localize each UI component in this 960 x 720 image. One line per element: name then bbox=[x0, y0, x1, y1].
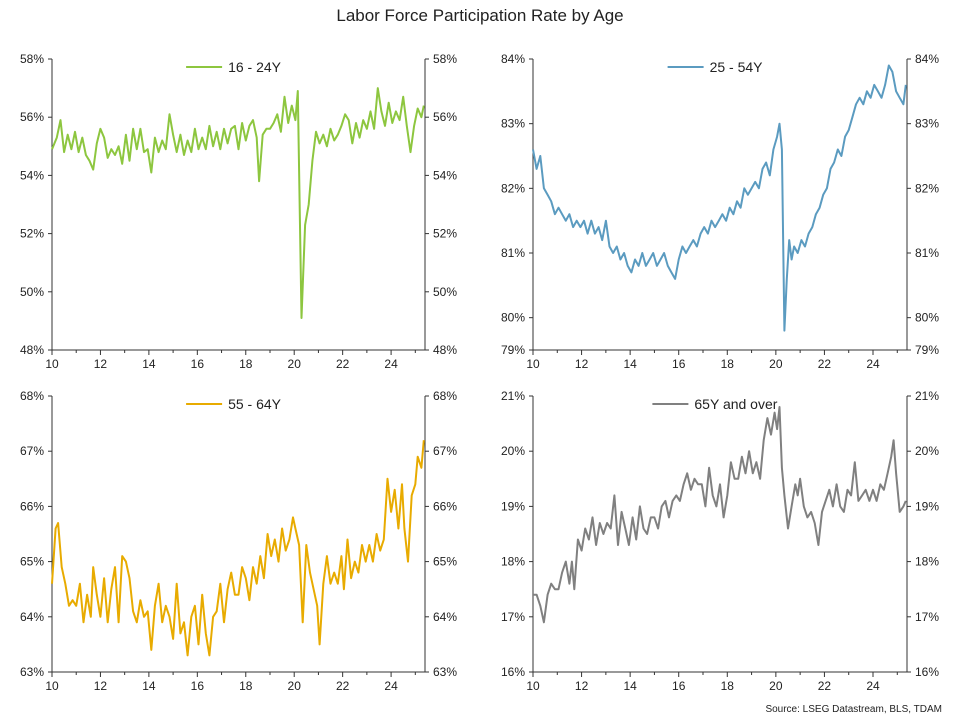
x-tick-label: 10 bbox=[526, 679, 540, 693]
y-tick-label-left: 20% bbox=[501, 444, 525, 458]
y-tick-label-left: 81% bbox=[501, 246, 525, 260]
y-tick-label-left: 52% bbox=[20, 227, 44, 241]
y-tick-label-left: 56% bbox=[20, 110, 44, 124]
y-tick-label-left: 66% bbox=[20, 499, 44, 513]
y-tick-label-left: 63% bbox=[20, 665, 44, 679]
x-tick-label: 14 bbox=[142, 357, 156, 371]
y-tick-label-left: 54% bbox=[20, 168, 44, 182]
x-tick-label: 18 bbox=[239, 357, 253, 371]
y-tick-label-right: 48% bbox=[433, 343, 457, 357]
y-tick-label-right: 63% bbox=[433, 665, 457, 679]
y-tick-label-right: 19% bbox=[915, 499, 939, 513]
chart-panel-65-over: 16% 16% 17% 17% 18% 18% 19% 19% 20% 20% 21% 21% 10 12… bbox=[501, 389, 939, 693]
y-tick-label-right: 17% bbox=[915, 610, 939, 624]
series-line bbox=[51, 87, 425, 319]
y-tick-label-left: 82% bbox=[501, 181, 525, 195]
y-tick-label-left: 67% bbox=[20, 444, 44, 458]
x-tick-label: 14 bbox=[142, 679, 156, 693]
legend-label: 65Y and over bbox=[694, 396, 777, 412]
y-tick-label-right: 21% bbox=[915, 389, 939, 403]
x-tick-label: 24 bbox=[384, 679, 398, 693]
y-tick-label-left: 21% bbox=[501, 389, 525, 403]
legend-label: 55 - 64Y bbox=[228, 396, 282, 412]
y-tick-label-right: 18% bbox=[915, 555, 939, 569]
y-tick-label-right: 83% bbox=[915, 117, 939, 131]
y-tick-label-right: 52% bbox=[433, 227, 457, 241]
y-tick-label-left: 83% bbox=[501, 117, 525, 131]
y-tick-label-left: 58% bbox=[20, 52, 44, 66]
x-tick-label: 18 bbox=[239, 679, 253, 693]
y-tick-label-left: 19% bbox=[501, 499, 525, 513]
chart-panel-25-54: 79% 79% 80% 80% 81% 81% 82% 82% 83% 83% 84% 84% 10 12… bbox=[501, 52, 939, 371]
x-tick-label: 12 bbox=[575, 357, 589, 371]
x-tick-label: 22 bbox=[818, 357, 832, 371]
y-tick-label-right: 84% bbox=[915, 52, 939, 66]
legend-label: 16 - 24Y bbox=[228, 59, 282, 75]
x-tick-label: 24 bbox=[866, 679, 880, 693]
x-tick-label: 22 bbox=[336, 679, 350, 693]
y-tick-label-right: 54% bbox=[433, 168, 457, 182]
x-tick-label: 20 bbox=[769, 679, 783, 693]
x-tick-label: 14 bbox=[623, 679, 637, 693]
y-tick-label-right: 65% bbox=[433, 555, 457, 569]
y-tick-label-right: 81% bbox=[915, 246, 939, 260]
x-tick-label: 24 bbox=[384, 357, 398, 371]
x-tick-label: 20 bbox=[288, 357, 302, 371]
y-tick-label-right: 68% bbox=[433, 389, 457, 403]
source-note: Source: LSEG Datastream, BLS, TDAM bbox=[765, 704, 942, 715]
y-tick-label-left: 18% bbox=[501, 555, 525, 569]
x-tick-label: 16 bbox=[191, 357, 205, 371]
series-line bbox=[532, 64, 907, 332]
x-tick-label: 12 bbox=[94, 357, 108, 371]
y-tick-label-left: 79% bbox=[501, 343, 525, 357]
y-tick-label-left: 80% bbox=[501, 311, 525, 325]
y-tick-label-left: 84% bbox=[501, 52, 525, 66]
x-tick-label: 12 bbox=[94, 679, 108, 693]
x-tick-label: 10 bbox=[45, 357, 59, 371]
y-tick-label-right: 20% bbox=[915, 444, 939, 458]
y-tick-label-left: 17% bbox=[501, 610, 525, 624]
y-tick-label-right: 58% bbox=[433, 52, 457, 66]
y-tick-label-left: 48% bbox=[20, 343, 44, 357]
y-tick-label-right: 50% bbox=[433, 285, 457, 299]
series-line bbox=[51, 440, 425, 657]
x-tick-label: 20 bbox=[769, 357, 783, 371]
x-tick-label: 18 bbox=[721, 357, 735, 371]
series-line bbox=[533, 406, 907, 624]
y-tick-label-right: 79% bbox=[915, 343, 939, 357]
x-tick-label: 24 bbox=[866, 357, 880, 371]
x-tick-label: 10 bbox=[45, 679, 59, 693]
y-tick-label-right: 67% bbox=[433, 444, 457, 458]
y-tick-label-right: 64% bbox=[433, 610, 457, 624]
x-tick-label: 12 bbox=[575, 679, 589, 693]
y-tick-label-left: 50% bbox=[20, 285, 44, 299]
chart-panel-16-24: 48% 48% 50% 50% 52% 52% 54% 54% 56% 56% 58% 58% 10 12… bbox=[20, 52, 457, 371]
y-tick-label-left: 65% bbox=[20, 555, 44, 569]
x-tick-label: 16 bbox=[672, 357, 686, 371]
y-tick-label-right: 82% bbox=[915, 181, 939, 195]
x-tick-label: 14 bbox=[623, 357, 637, 371]
page-title: Labor Force Participation Rate by Age bbox=[336, 6, 624, 25]
x-tick-label: 22 bbox=[818, 679, 832, 693]
y-tick-label-right: 56% bbox=[433, 110, 457, 124]
x-tick-label: 22 bbox=[336, 357, 350, 371]
y-tick-label-right: 16% bbox=[915, 665, 939, 679]
x-tick-label: 20 bbox=[288, 679, 302, 693]
y-tick-label-left: 16% bbox=[501, 665, 525, 679]
x-tick-label: 16 bbox=[672, 679, 686, 693]
chart-panel-55-64: 63% 63% 64% 64% 65% 65% 66% 66% 67% 67% 68% 68% 10 12… bbox=[20, 389, 457, 693]
x-tick-label: 18 bbox=[721, 679, 735, 693]
y-tick-label-left: 64% bbox=[20, 610, 44, 624]
y-tick-label-right: 66% bbox=[433, 499, 457, 513]
x-tick-label: 10 bbox=[526, 357, 540, 371]
x-tick-label: 16 bbox=[191, 679, 205, 693]
y-tick-label-left: 68% bbox=[20, 389, 44, 403]
legend-label: 25 - 54Y bbox=[710, 59, 764, 75]
y-tick-label-right: 80% bbox=[915, 311, 939, 325]
